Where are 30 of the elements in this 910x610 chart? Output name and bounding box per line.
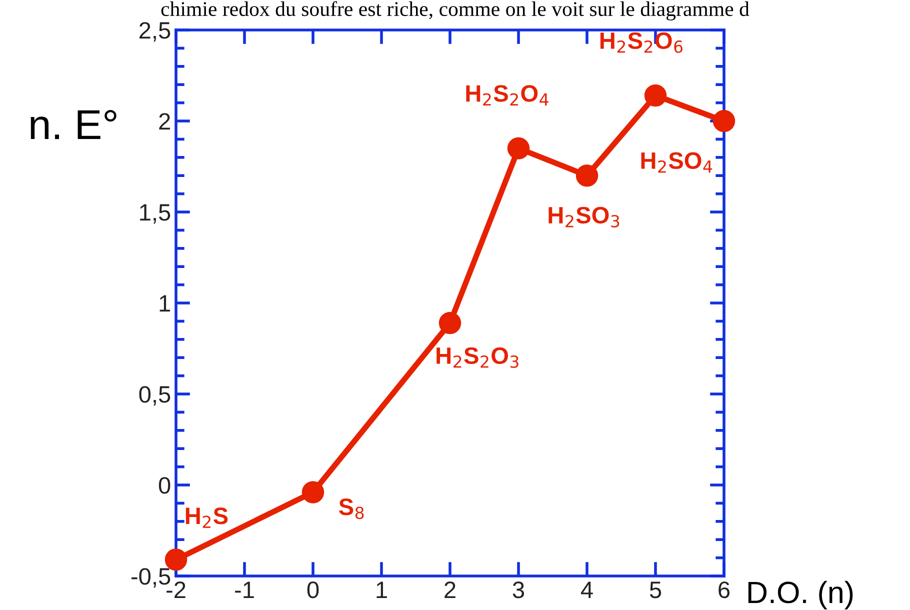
y-tick-label: 1 bbox=[160, 295, 170, 312]
annotation: H$_{2}$S$_{2}$O$_{4}$ bbox=[466, 85, 548, 106]
annotation: H$_{2}$S$_{2}$O$_{3}$ bbox=[436, 347, 518, 368]
annotation: H$_{2}$S bbox=[186, 508, 228, 528]
x-tick-label: 1 bbox=[376, 582, 387, 598]
x-tick-label: 0 bbox=[307, 581, 319, 598]
point bbox=[438, 312, 462, 334]
annotation: H$_{2}$SO$_{3}$ bbox=[548, 206, 620, 228]
x-axis-title: D.O. (n) bbox=[748, 580, 853, 610]
point bbox=[644, 84, 667, 107]
point bbox=[302, 481, 324, 504]
point bbox=[507, 137, 530, 160]
annotation: H$_{2}$SO$_{4}$ bbox=[641, 152, 712, 173]
annotation: H$_{2}$S$_{2}$O$_{6}$ bbox=[600, 32, 683, 53]
y-tick-label: 2,5 bbox=[140, 22, 170, 42]
x-tick-label: 6 bbox=[718, 581, 730, 598]
x-tick-label: 5 bbox=[650, 582, 662, 598]
text: chimie redox du soufre est riche, comme on le voit sur le diagramme d bbox=[161, 1, 750, 20]
annotation: S$_{8}$ bbox=[338, 498, 364, 520]
y-tick-label: 0 bbox=[158, 477, 170, 494]
y-tick-label: 0,5 bbox=[139, 386, 170, 406]
x-tick-label: 4 bbox=[580, 582, 593, 598]
x-tick-label: 3 bbox=[512, 581, 524, 598]
y-axis-title: n. E° bbox=[30, 110, 116, 140]
y-tick-label: 2 bbox=[159, 113, 170, 130]
point bbox=[712, 110, 736, 132]
y-tick-label: 1,5 bbox=[140, 204, 170, 224]
point bbox=[576, 164, 598, 187]
x-tick-label: -1 bbox=[235, 582, 254, 598]
x-tick-label: 2 bbox=[444, 581, 456, 598]
